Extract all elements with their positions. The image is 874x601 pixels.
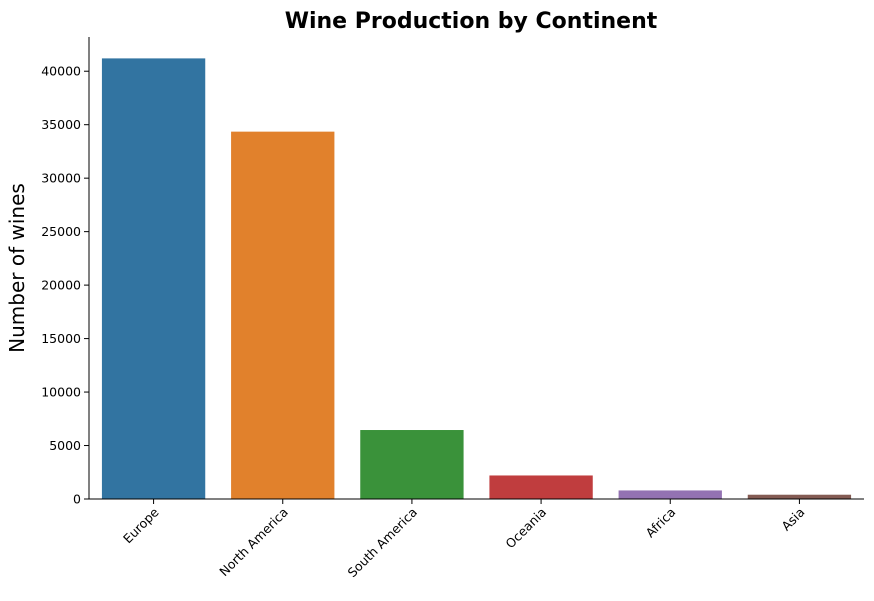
y-axis: 0 5000 10000 15000 20000 25000 30000 35000 40000 — [41, 64, 89, 507]
x-tick-label: Oceania — [502, 505, 549, 552]
x-tick-label: Asia — [778, 505, 807, 534]
y-tick-label: 10000 — [41, 385, 81, 400]
y-tick-label: 40000 — [41, 64, 81, 79]
y-tick-label: 5000 — [49, 438, 81, 453]
bar-africa — [618, 490, 722, 499]
x-tick-label: Europe — [120, 504, 162, 546]
bar-south-america — [360, 430, 464, 499]
bar-asia — [747, 494, 852, 499]
y-tick-label: 25000 — [41, 224, 81, 239]
y-tick-label: 15000 — [41, 331, 81, 346]
x-tick-label: North America — [216, 505, 291, 580]
bar-oceania — [489, 475, 593, 499]
y-tick-label: 35000 — [41, 117, 81, 132]
y-tick-label: 30000 — [41, 171, 81, 186]
y-tick-label: 0 — [73, 492, 81, 507]
bar-north-america — [231, 131, 335, 499]
x-axis: Europe North America South America Oceania A… — [120, 499, 808, 580]
bar-europe — [101, 58, 206, 499]
y-tick-label: 20000 — [41, 278, 81, 293]
x-tick-label: South America — [344, 505, 420, 581]
bars-group — [101, 58, 852, 499]
x-tick-label: Africa — [643, 505, 679, 541]
chart-title: Wine Production by Continent — [285, 9, 658, 34]
y-axis-label: Number of wines — [5, 183, 29, 353]
